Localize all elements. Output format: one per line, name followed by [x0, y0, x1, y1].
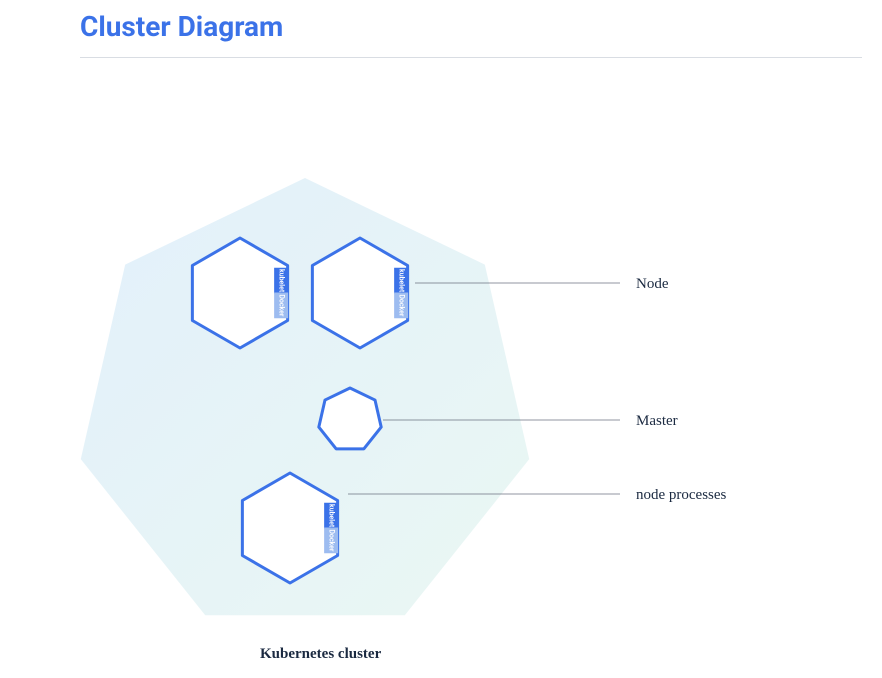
process-label-kubelet: kubelet [277, 269, 285, 293]
process-label-kubelet: kubelet [397, 269, 405, 293]
leader-label-master: Master [636, 413, 678, 430]
diagram-caption: Kubernetes cluster [260, 646, 381, 663]
page-title: Cluster Diagram [0, 0, 882, 57]
leader-label-node: Node [636, 276, 669, 293]
leader-label-processes: node processes [636, 487, 726, 504]
cluster-diagram: kubeletDockerkubeletDockerkubeletDocker … [0, 58, 882, 658]
master-heptagon [319, 388, 381, 449]
process-label-docker: Docker [277, 294, 285, 317]
process-label-kubelet: kubelet [327, 504, 335, 528]
diagram-svg: kubeletDockerkubeletDockerkubeletDocker [0, 58, 882, 658]
process-label-docker: Docker [327, 529, 335, 552]
process-label-docker: Docker [397, 294, 405, 317]
